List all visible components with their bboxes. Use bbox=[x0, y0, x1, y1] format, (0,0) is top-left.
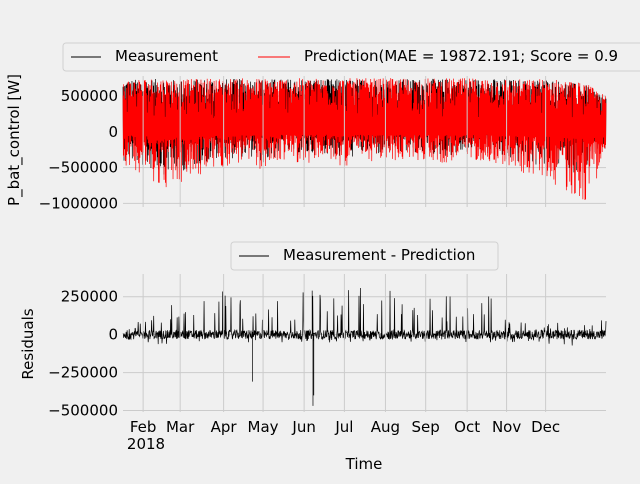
residuals-legend: Measurement - Prediction bbox=[230, 241, 499, 271]
x-tick-label: Aug bbox=[371, 418, 400, 436]
power-y-tick-label: −1000000 bbox=[39, 194, 118, 212]
x-tick-label: Oct bbox=[454, 418, 480, 436]
x-tick-label: May bbox=[248, 418, 279, 436]
power-y-tick-label: 0 bbox=[108, 123, 118, 141]
power-y-tick-label: 500000 bbox=[61, 87, 118, 105]
year-label: 2018 bbox=[127, 435, 165, 453]
residuals-y-tick-label: 0 bbox=[108, 326, 118, 344]
x-tick-label: Sep bbox=[412, 418, 440, 436]
x-tick-label: Jun bbox=[291, 418, 315, 436]
power-y-ticks: −1000000 −500000 0 500000 bbox=[39, 87, 118, 212]
residuals-legend-box bbox=[230, 241, 499, 271]
power-plot-area bbox=[122, 78, 607, 201]
x-tick-label: Jul bbox=[334, 418, 353, 436]
residuals-x-ticks: Feb Mar Apr May Jun Jul Aug Sep Oct Nov Dec bbox=[130, 274, 560, 436]
power-series-1-line bbox=[122, 78, 607, 201]
residuals-y-tick-label: 250000 bbox=[61, 288, 118, 306]
residuals-y-tick-label: −500000 bbox=[48, 401, 118, 419]
residuals-y-ticks: −500000 −250000 0 250000 bbox=[48, 288, 118, 420]
power-legend: Measurement Prediction(MAE = 19872.191; … bbox=[62, 42, 640, 72]
power-y-tick-label: −500000 bbox=[48, 159, 118, 177]
x-axis-label: Time bbox=[345, 455, 383, 473]
power-x-grid bbox=[142, 76, 547, 207]
legend-residual-label: Measurement - Prediction bbox=[283, 246, 475, 264]
residuals-y-tick-label: −250000 bbox=[48, 364, 118, 382]
x-tick-label: Dec bbox=[531, 418, 560, 436]
power-y-axis-label: P_bat_control [W] bbox=[5, 74, 24, 206]
x-tick-label: Apr bbox=[211, 418, 238, 436]
residuals-y-axis-label: Residuals bbox=[19, 308, 37, 379]
power-legend-box bbox=[62, 42, 640, 72]
legend-measurement-label: Measurement bbox=[115, 47, 218, 65]
x-tick-label: Nov bbox=[492, 418, 521, 436]
residuals-series-0-line bbox=[122, 288, 607, 406]
legend-prediction-label: Prediction(MAE = 19872.191; Score = 0.9 bbox=[304, 47, 618, 65]
power-panel: −1000000 −500000 0 500000 P_bat_control [W]… bbox=[5, 42, 640, 212]
residuals-panel: −500000 −250000 0 250000 Feb Mar Apr May Jun Jul… bbox=[19, 241, 607, 473]
x-tick-label: Mar bbox=[166, 418, 195, 436]
residuals-plot-area bbox=[122, 288, 607, 406]
x-tick-label: Feb bbox=[130, 418, 157, 436]
